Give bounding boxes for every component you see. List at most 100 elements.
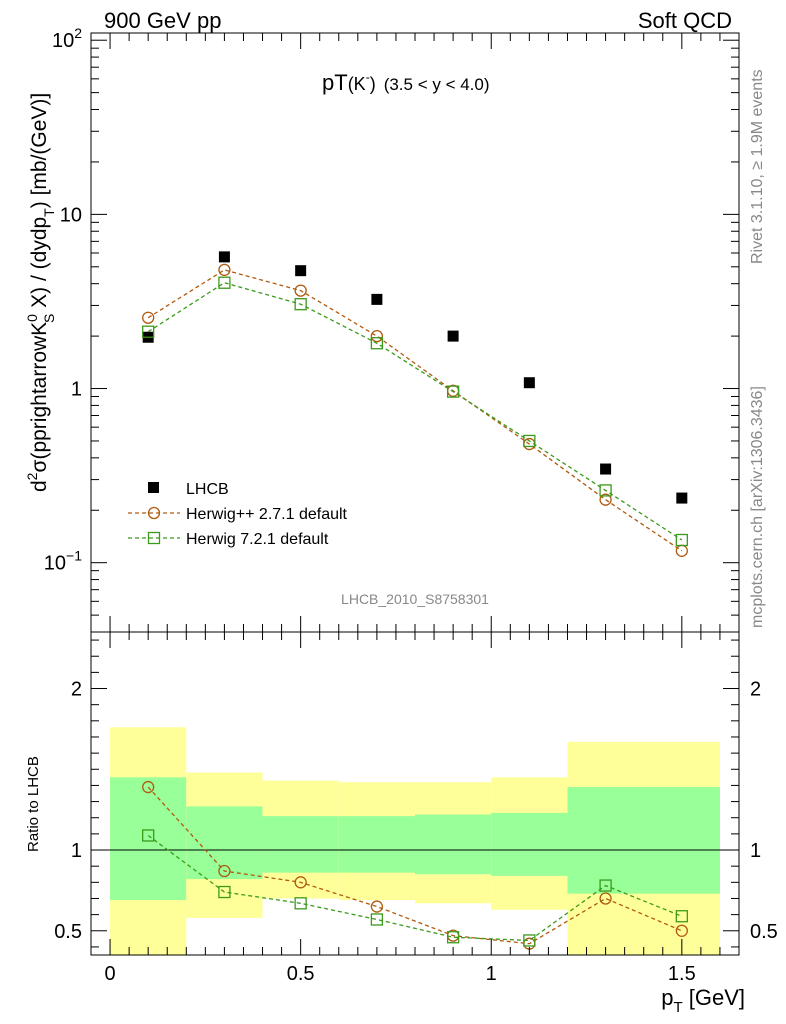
ratio-xtick-label-1: 0.5	[287, 963, 315, 985]
legend-marker-lhcb	[148, 482, 159, 493]
analysis-watermark: LHCB_2010_S8758301	[341, 591, 489, 607]
title-charge: -	[366, 70, 370, 84]
main-point-s1-3	[370, 329, 384, 343]
main-point-s0-1	[218, 251, 230, 263]
ylabel-part1: d	[28, 480, 51, 492]
ratio-ytick-label-right-0: 0.5	[750, 921, 778, 943]
ratio-point-s0-3	[370, 900, 384, 913]
xlabel-main: p	[661, 985, 673, 1010]
ratio-point-s0-2	[294, 876, 307, 889]
ratio-point-s1-2	[294, 897, 307, 910]
main-point-s0-5	[523, 377, 535, 389]
ratio-band-inner-5	[491, 812, 568, 876]
legend: LHCB Herwig++ 2.7.1 default Herwig 7.2.1…	[128, 481, 348, 548]
ratio-band-inner-3	[338, 816, 415, 873]
main-point-s0-6	[600, 463, 612, 475]
ratio-frame: 0.5 0.5 1 1 2 2 0 0.5 1 1.5	[54, 631, 778, 985]
title-range: (3.5 < y < 4.0)	[384, 75, 490, 94]
main-point-s1-2	[294, 284, 307, 297]
ylabel-part4: ) [mb/(GeV)]	[28, 93, 51, 209]
ylabel-sub2: S	[41, 314, 57, 323]
ylabel-sub3: T	[41, 208, 57, 217]
ratio-point-s1-7	[675, 910, 688, 923]
main-point-s2-5	[523, 434, 536, 448]
main-point-s0-7	[676, 492, 688, 504]
header-right: Soft QCD	[638, 8, 732, 33]
main-point-s2-2	[294, 298, 307, 311]
legend-marker-herwig7	[147, 531, 161, 545]
xlabel-unit: [GeV]	[683, 985, 745, 1010]
ratio-point-s1-6	[599, 879, 612, 892]
main-point-s1-1	[218, 263, 231, 277]
main-point-s2-3	[370, 337, 384, 350]
title-particle: (K	[348, 74, 366, 94]
ratio-line-series-0	[147, 786, 683, 945]
main-point-s2-6	[599, 484, 612, 497]
ylabel-sup1: 2	[24, 472, 40, 480]
side-mcplots-text: mcplots.cern.ch [arXiv:1306.3436]	[749, 386, 766, 628]
ratio-point-s0-7	[675, 924, 688, 937]
ratio-point-s1-3	[370, 913, 384, 926]
legend-marker-herwigpp	[147, 506, 161, 520]
main-line-series-1	[147, 269, 683, 552]
ratio-ytick-label-right-2: 2	[750, 679, 761, 701]
ratio-xtick-label-3: 1.5	[668, 963, 696, 985]
main-point-s1-6	[599, 493, 612, 506]
ylabel-part2: σ(pprightarrowK	[28, 322, 51, 473]
ratio-point-s0-6	[599, 892, 612, 905]
main-ytick-base-3: 10	[52, 30, 74, 52]
main-point-s2-0	[142, 325, 155, 338]
ratio-xtick-label-2: 1	[486, 963, 497, 985]
main-ylabel: d2σ(pprightarrowK0S X) / (dydpT) [mb/(Ge…	[24, 93, 57, 492]
chart-title: pT(K-) (3.5 < y < 4.0)	[322, 70, 490, 95]
ratio-series-layer	[142, 780, 688, 950]
xlabel-sub: T	[673, 999, 682, 1016]
title-paren: )	[370, 74, 376, 94]
legend-label-herwigpp: Herwig++ 2.7.1 default	[186, 506, 348, 523]
ratio-ytick-label-right-1: 1	[750, 840, 761, 862]
main-ytick-exp-3: 2	[74, 25, 82, 41]
main-ytick-exp-0: −1	[66, 548, 82, 564]
ratio-ytick-label-left-0: 0.5	[54, 921, 82, 943]
ratio-band-inner-2	[262, 816, 339, 873]
ratio-point-s1-4	[446, 931, 460, 944]
ratio-xtick-label-0: 0	[104, 963, 115, 985]
main-point-s2-4	[446, 385, 460, 398]
ylabel-sup2: 0	[24, 314, 40, 322]
ratio-band-inner-0	[110, 777, 187, 901]
ratio-ytick-label-left-2: 2	[71, 679, 82, 701]
ratio-point-s0-0	[142, 780, 155, 794]
xlabel: pT [GeV]	[661, 985, 745, 1016]
ratio-band-inner-6	[567, 787, 720, 894]
side-rivet-text: Rivet 3.1.10, ≥ 1.9M events	[749, 69, 766, 264]
main-point-s0-3	[371, 293, 383, 305]
legend-label-herwig7: Herwig 7.2.1 default	[186, 531, 329, 548]
ratio-band-inner-1	[186, 806, 263, 880]
main-ytick-label-0: 10−1	[44, 548, 82, 575]
ylabel-part3: X) / (dydp	[28, 217, 51, 314]
title-main: pT	[322, 70, 348, 95]
main-ytick-label-3: 102	[52, 25, 82, 52]
legend-label-lhcb: LHCB	[186, 481, 229, 498]
main-point-s1-0	[142, 311, 155, 324]
main-point-s2-7	[675, 533, 688, 547]
header-left: 900 GeV pp	[104, 8, 221, 33]
main-ytick-base-0: 10	[44, 553, 66, 575]
main-point-s0-4	[447, 330, 459, 342]
ratio-point-s1-1	[218, 885, 231, 899]
main-series-layer	[142, 251, 688, 557]
main-point-s2-1	[218, 276, 231, 289]
ratio-point-s0-1	[218, 864, 231, 878]
ratio-ylabel: Ratio to LHCB	[25, 756, 42, 852]
ratio-ytick-label-left-1: 1	[71, 840, 82, 862]
main-point-s0-2	[295, 265, 307, 277]
ratio-point-s1-5	[523, 934, 536, 947]
main-line-series-2	[147, 282, 683, 541]
ratio-point-s1-0	[142, 829, 155, 842]
ratio-band-inner-4	[415, 814, 492, 875]
ratio-line-series-1	[147, 834, 683, 942]
main-ytick-label-1: 1	[71, 379, 82, 401]
main-ytick-label-2: 10	[60, 204, 82, 226]
